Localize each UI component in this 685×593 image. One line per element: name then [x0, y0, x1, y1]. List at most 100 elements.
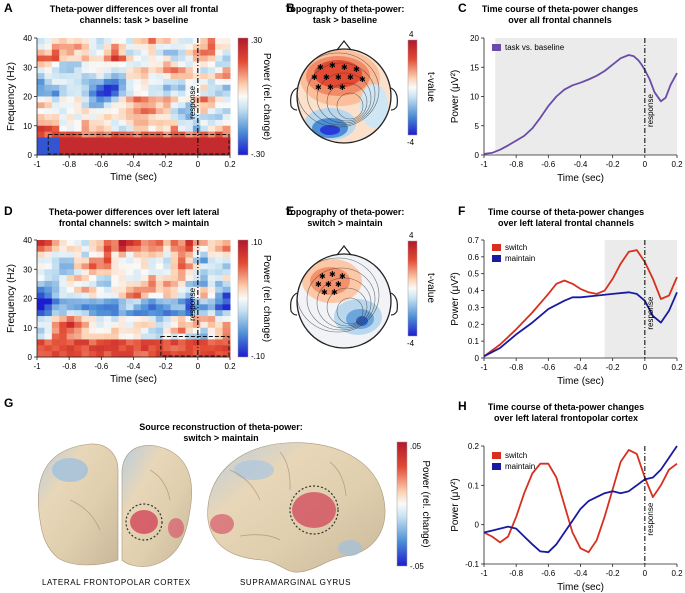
heatmap-cell	[103, 102, 112, 109]
heatmap-cell	[66, 90, 75, 97]
heatmap-cell	[140, 251, 149, 259]
topo-contour	[297, 257, 380, 333]
heatmap-cell	[51, 269, 60, 276]
heatmap-cell	[170, 143, 179, 150]
heatmap-cell	[37, 108, 45, 115]
heatmap-cell	[74, 84, 83, 92]
heatmap-cell	[59, 298, 68, 305]
heatmap-cell	[170, 263, 179, 270]
heatmap-cell	[170, 137, 179, 144]
heatmap-cell	[96, 251, 105, 259]
heatmap-cell	[59, 149, 68, 156]
heatmap-cell	[133, 43, 142, 51]
panel-F-legend-label: switch	[505, 243, 527, 252]
heatmap-cell	[37, 84, 45, 92]
heatmap-cell	[96, 339, 105, 346]
heatmap-cell	[66, 275, 75, 282]
heatmap-cell	[111, 263, 120, 270]
significance-star: ✱	[317, 63, 324, 72]
heatmap-cell	[88, 78, 97, 86]
heatmap-cell	[37, 114, 45, 121]
heatmap-cell	[44, 55, 53, 62]
heatmap-cell	[163, 321, 172, 329]
heatmap-cell	[148, 251, 157, 259]
panel-F-shaded-window	[604, 240, 677, 358]
heatmap-cell	[200, 125, 209, 133]
heatmap-cell	[118, 339, 127, 346]
heatmap-cell	[59, 327, 68, 335]
heatmap-cell	[222, 67, 231, 74]
heatmap-cell	[200, 240, 209, 247]
panel-F-legend-swatch	[492, 255, 501, 262]
heatmap-cell	[118, 49, 127, 57]
heatmap-cell	[118, 119, 127, 127]
heatmap-cell	[118, 275, 127, 282]
heatmap-cell	[192, 102, 201, 109]
brain-sulcus	[329, 461, 347, 497]
heatmap-cell	[185, 286, 194, 294]
heatmap-cell	[148, 304, 157, 311]
heatmap-cell	[74, 78, 83, 86]
heatmap-cell	[44, 333, 53, 340]
heatmap-cell	[192, 96, 201, 103]
heatmap-cell	[148, 38, 157, 45]
heatmap-cell	[185, 275, 194, 282]
heatmap-cell	[140, 38, 149, 45]
heatmap-cell	[155, 49, 164, 57]
heatmap-cell	[96, 114, 105, 121]
panel-F-ytick-label: 0.1	[468, 337, 480, 346]
heatmap-cell	[207, 351, 216, 358]
significance-star: ✱	[335, 280, 342, 289]
heatmap-cell	[133, 114, 142, 121]
heatmap-cell	[163, 263, 172, 270]
heatmap-cell	[37, 280, 45, 288]
heatmap-cell	[103, 61, 112, 68]
heatmap-cell	[96, 286, 105, 294]
heatmap-cell	[74, 73, 83, 80]
heatmap-cell	[44, 143, 53, 150]
heatmap-cell	[126, 245, 134, 253]
heatmap-cell	[200, 321, 209, 329]
heatmap-cell	[59, 310, 68, 317]
heatmap-cell	[51, 263, 60, 270]
panel-D-xtick-label: -0.4	[127, 362, 141, 371]
significance-star: ✱	[325, 280, 332, 289]
heatmap-cell	[200, 275, 209, 282]
heatmap-cell	[222, 251, 231, 259]
heatmap-cell	[178, 251, 186, 259]
topo-contour	[316, 277, 372, 329]
heatmap-cell	[126, 316, 134, 323]
heatmap-cell	[215, 321, 224, 329]
heatmap-cell	[178, 286, 186, 294]
heatmap-cell	[215, 339, 224, 346]
heatmap-cell	[96, 257, 105, 264]
heatmap-cell	[215, 43, 224, 51]
activation-blob	[168, 518, 184, 538]
panel-A-heatmap	[37, 38, 231, 156]
heatmap-cell	[170, 55, 179, 62]
heatmap-cell	[111, 310, 120, 317]
panel-A-xtick-label: 0.2	[224, 160, 236, 169]
heatmap-cell	[44, 43, 53, 51]
panel-A-cb-min: -.30	[251, 150, 265, 159]
heatmap-cell	[111, 257, 120, 264]
heatmap-cell	[111, 251, 120, 259]
heatmap-cell	[170, 49, 179, 57]
heatmap-cell	[37, 78, 45, 86]
topo-contour	[336, 297, 364, 325]
significance-star: ✱	[323, 73, 330, 82]
heatmap-cell	[81, 351, 90, 358]
heatmap-cell	[148, 275, 157, 282]
heatmap-cell	[126, 275, 134, 282]
heatmap-cell	[111, 96, 120, 103]
significance-star: ✱	[335, 73, 342, 82]
heatmap-cell	[37, 43, 45, 51]
heatmap-cell	[111, 55, 120, 62]
heatmap-cell	[215, 292, 224, 299]
heatmap-cell	[148, 84, 157, 92]
heatmap-cell	[200, 67, 209, 74]
heatmap-cell	[140, 351, 149, 358]
heatmap-cell	[163, 96, 172, 103]
heatmap-cell	[185, 125, 194, 133]
heatmap-cell	[111, 275, 120, 282]
